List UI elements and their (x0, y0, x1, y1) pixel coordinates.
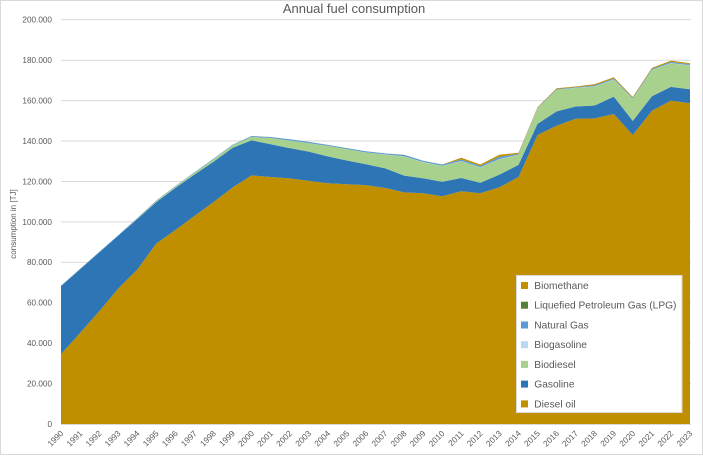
svg-text:Liquefied Petroleum Gas (LPG): Liquefied Petroleum Gas (LPG) (534, 301, 676, 312)
svg-text:160.000: 160.000 (22, 97, 52, 106)
svg-text:40.000: 40.000 (27, 339, 52, 348)
svg-text:200.000: 200.000 (22, 16, 52, 25)
svg-text:180.000: 180.000 (22, 56, 52, 65)
svg-text:Biomethane: Biomethane (534, 281, 589, 292)
svg-text:120.000: 120.000 (22, 177, 52, 186)
svg-text:Biodiesel: Biodiesel (534, 360, 575, 371)
svg-text:60.000: 60.000 (27, 299, 52, 308)
svg-text:Annual fuel consumption: Annual fuel consumption (283, 1, 425, 16)
svg-text:20.000: 20.000 (27, 379, 52, 388)
svg-text:80.000: 80.000 (27, 258, 52, 267)
svg-text:Diesel oil: Diesel oil (534, 399, 575, 410)
svg-text:100.000: 100.000 (22, 218, 52, 227)
svg-text:0: 0 (47, 420, 52, 429)
svg-text:Natural Gas: Natural Gas (534, 320, 588, 331)
svg-text:Gasoline: Gasoline (534, 380, 575, 391)
svg-text:140.000: 140.000 (22, 137, 52, 146)
svg-text:consumption in [TJ]: consumption in [TJ] (9, 189, 18, 258)
svg-text:Biogasoline: Biogasoline (534, 340, 587, 351)
